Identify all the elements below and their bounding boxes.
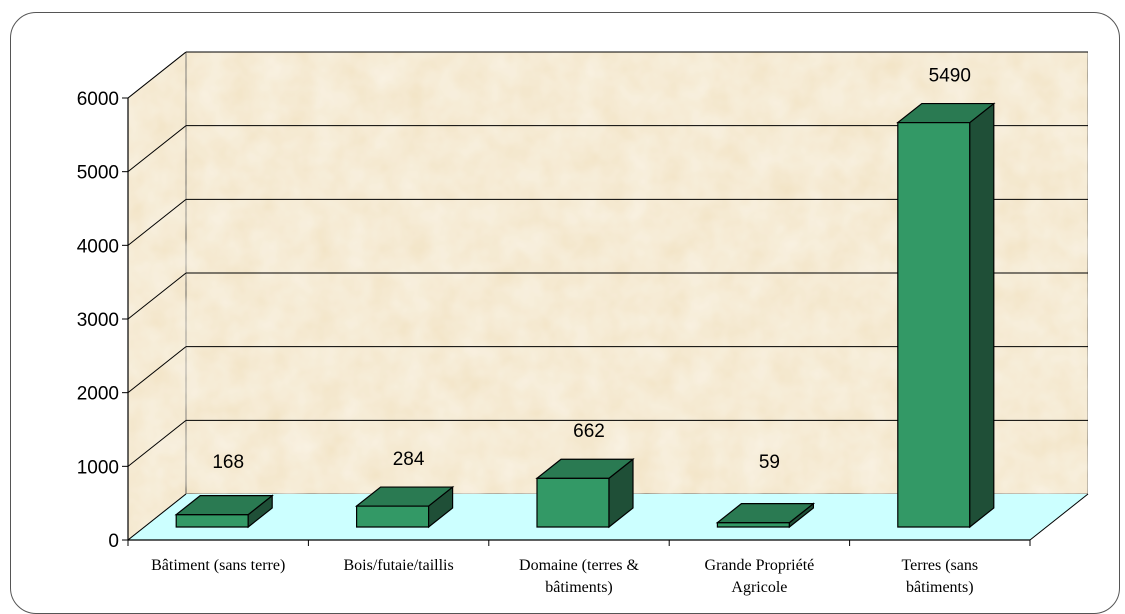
gridline-side (127, 125, 187, 173)
labels: 168 Bâtiment (sans terre) 284 Bois/futaie/t… (151, 66, 978, 596)
bar-3 (535, 457, 635, 529)
x-category-label: Grande Propriété (705, 557, 815, 574)
bar-front (716, 522, 791, 528)
x-category-label: Domaine (terres & (519, 557, 640, 574)
bar-top (535, 458, 635, 479)
gridline-side (127, 419, 187, 467)
bar-top (354, 486, 455, 507)
bar-top (715, 503, 816, 524)
data-label: 662 (573, 421, 605, 442)
x-category-label: Bâtiment (sans terre) (151, 557, 285, 574)
y-tick-label: 3000 (77, 310, 119, 331)
gridline-side (127, 51, 187, 99)
bar-front (356, 505, 430, 528)
bar-top (174, 495, 274, 516)
bar-top (896, 102, 996, 124)
bar-front (536, 477, 610, 528)
bars (174, 102, 996, 529)
axes: 0 1000 2000 3000 4000 5000 6000 (77, 89, 1031, 552)
bar-5 (896, 102, 996, 529)
y-tick-label: 2000 (77, 384, 119, 405)
x-category-label: bâtiments) (906, 579, 974, 596)
floor-left-edge (127, 493, 187, 541)
y-tick-label: 5000 (77, 163, 119, 184)
gridline-side (127, 272, 187, 320)
data-label: 168 (212, 452, 244, 473)
x-category-label: Agricole (731, 579, 787, 596)
floor-right-edge (1029, 493, 1089, 541)
data-label: 284 (393, 449, 425, 470)
x-category-label: bâtiments) (545, 579, 613, 596)
data-label: 5490 (929, 66, 971, 87)
y-tick-label: 6000 (77, 89, 119, 110)
x-category-label: Terres (sans (901, 557, 978, 574)
bar-front (175, 514, 249, 528)
gridline-side (127, 346, 187, 394)
y-tick-label: 4000 (77, 236, 119, 257)
bar-4 (715, 502, 816, 529)
data-label: 59 (759, 452, 780, 473)
gridline-side (127, 198, 187, 246)
y-tick-label: 0 (108, 531, 119, 552)
bar-side (969, 102, 995, 529)
bar-front (897, 121, 971, 528)
x-category-label: Bois/futaie/taillis (343, 557, 453, 574)
y-tick-label: 1000 (77, 457, 119, 478)
bar-1 (174, 494, 274, 529)
bar-2 (354, 485, 455, 529)
